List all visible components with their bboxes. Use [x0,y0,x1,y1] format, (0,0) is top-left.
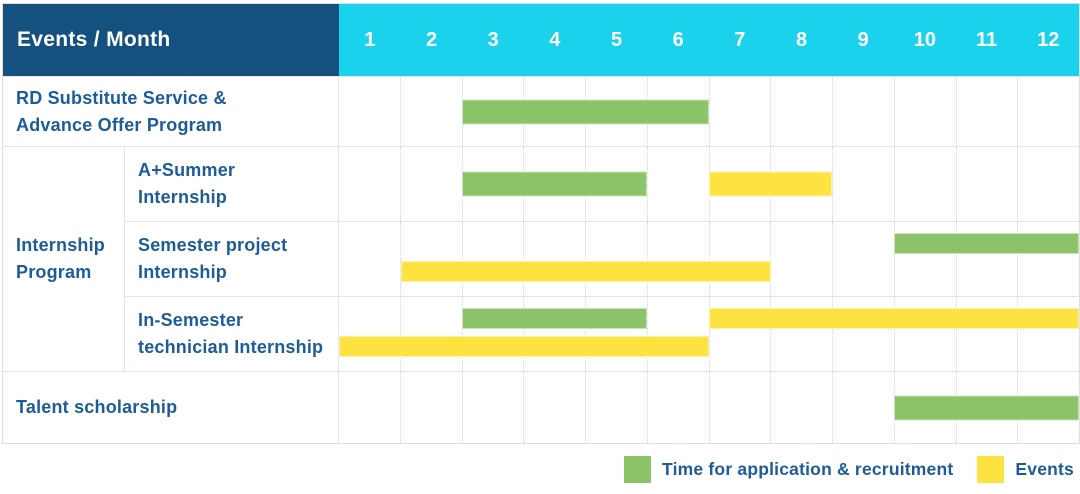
legend-item: Events [977,456,1074,483]
month-gridline [523,297,585,371]
month-gridline [399,77,462,146]
recruitment-bar [894,395,1079,420]
month-gridline [955,222,1018,296]
month-header-row: 1 2 3 4 5 6 7 8 9 10 11 12 [339,4,1079,76]
row-timeline [339,371,1079,443]
recruitment-bar [462,99,709,124]
month-gridline [399,222,462,296]
month-gridline [646,147,709,221]
month-gridline [893,297,956,371]
recruitment-bar [462,308,648,329]
month-label: 10 [913,28,936,51]
month-gridline [339,147,400,221]
month-gridline [708,372,771,443]
recruitment-legend-swatch [624,456,652,483]
recruitment-bar [894,233,1079,254]
month-label: 8 [795,28,808,51]
month-gridline [523,372,585,443]
month-gridline [1017,147,1079,221]
events-schedule-table: Events / Month 1 2 3 4 5 6 7 8 9 10 11 12 RD Substi… [2,3,1080,444]
month-gridline [832,77,894,146]
month-gridline [646,372,709,443]
month-gridline [461,147,524,221]
month-label: 5 [610,28,623,51]
month-gridline [832,147,894,221]
month-label: 11 [975,28,998,51]
row-group-label: Internship Program [3,146,125,371]
event-bar [709,171,833,197]
row-label: In-Semester technician Internship [125,296,339,371]
month-gridline [585,222,647,296]
month-label: 2 [425,28,438,51]
month-gridline [1017,77,1079,146]
month-gridline [1017,297,1079,371]
row-label: A+Summer Internship [125,146,339,221]
event-bar [339,336,709,357]
legend: Time for application & recruitment Events [624,456,1074,483]
month-gridline [523,222,585,296]
month-gridline [832,222,894,296]
row-label: RD Substitute Service & Advance Offer Pr… [3,76,339,146]
month-gridline [893,147,956,221]
month-gridline [955,147,1018,221]
month-gridline [585,297,647,371]
month-label: 1 [364,28,376,51]
month-gridline [1017,222,1079,296]
month-gridline [461,222,524,296]
recruitment-bar [462,171,648,197]
month-gridline [339,297,400,371]
table-title: Events / Month [3,4,339,76]
month-gridline [585,372,647,443]
month-label: 9 [857,28,869,51]
month-gridline [339,372,400,443]
month-gridline [708,147,771,221]
month-gridline [399,147,462,221]
month-gridline [708,297,771,371]
month-gridline [708,222,771,296]
month-gridline [708,77,771,146]
month-gridline [770,297,832,371]
month-gridline [955,77,1018,146]
row-timeline [339,296,1079,371]
month-gridline [646,222,709,296]
month-gridline [339,222,400,296]
month-gridline [770,372,832,443]
month-gridline [893,222,956,296]
event-bar [709,308,1079,329]
month-label: 12 [1037,28,1060,51]
month-gridline [770,77,832,146]
month-label: 3 [487,28,499,51]
month-gridline [955,297,1018,371]
month-gridline [770,222,832,296]
month-label: 6 [672,28,684,51]
month-gridline [832,297,894,371]
event-bar [400,261,771,282]
month-gridline [339,77,400,146]
month-gridline [399,372,462,443]
month-gridline [832,372,894,443]
month-gridline [461,77,524,146]
month-gridline [893,77,956,146]
legend-label: Time for application & recruitment [662,459,954,479]
month-label: 7 [734,28,746,51]
event-legend-swatch [977,456,1005,483]
month-gridline [646,297,709,371]
row-label: Semester project Internship [125,221,339,296]
month-label: 4 [549,28,561,51]
month-gridline [461,297,524,371]
row-label: Talent scholarship [3,371,339,443]
row-timeline [339,146,1079,221]
legend-label: Events [1015,459,1074,479]
row-timeline [339,76,1079,146]
row-timeline [339,221,1079,296]
legend-item: Time for application & recruitment [624,456,953,483]
month-gridline [399,297,462,371]
month-gridline [461,372,524,443]
